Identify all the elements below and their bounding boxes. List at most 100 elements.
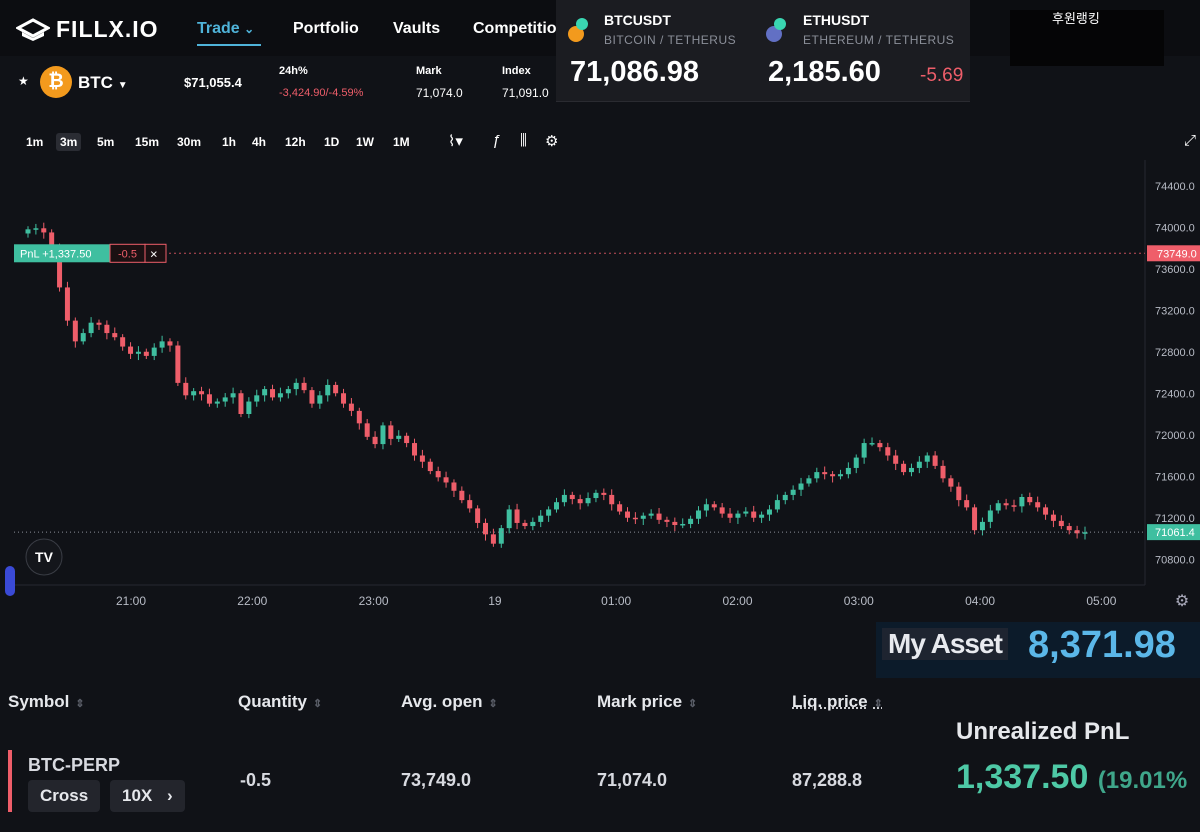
margin-mode-chip[interactable]: Cross [28,780,101,812]
candle-body [1019,497,1025,507]
x-tick-label: 23:00 [359,594,389,608]
qty-tag-label: -0.5 [118,248,137,260]
sort-icon[interactable]: ⇕ [688,698,698,710]
settings-gear-icon[interactable]: ⚙ [545,133,559,150]
th-avg-open: Avg. open ⇕ [401,692,498,712]
candle-body [790,489,796,495]
candle-body [538,515,544,522]
candle-body [222,397,228,402]
x-tick-label: 22:00 [237,594,267,608]
sort-icon[interactable]: ⇕ [75,698,85,710]
candle-body [964,500,970,508]
candle-body [167,341,173,346]
x-tick-label: 05:00 [1086,594,1116,608]
nav-trade[interactable]: Trade ⌄ [197,20,254,38]
market-selector[interactable]: BTC ▼ [78,73,128,93]
candles-icon[interactable]: ⫼ [520,132,527,149]
candle-body [64,287,70,321]
candle-body [648,513,654,516]
candle-body [96,322,102,325]
fullscreen-icon[interactable]: ⤢ [1184,132,1197,149]
tether-icon [576,18,588,30]
tf-5m[interactable]: 5m [97,135,115,149]
candles [25,222,1088,548]
candle-body [609,494,615,505]
tf-1h[interactable]: 1h [222,135,237,149]
th-liq-price: Liq. price ⇕ [792,692,883,712]
candle-body [719,507,725,514]
candle-body [1050,514,1056,521]
close-position-button [144,243,167,263]
price-chart[interactable]: 74400.0 74000.0 73600.0 73200.0 72800.0 72400… [0,160,1200,620]
th-symbol-label: Symbol [8,692,70,711]
x-tick-label: 04:00 [965,594,995,608]
side-panel-handle[interactable] [5,566,15,596]
candle-body [199,391,205,395]
candle-body [475,508,481,523]
candle-body [1066,526,1072,531]
candle-body [664,519,670,522]
nav-portfolio[interactable]: Portfolio [293,20,359,37]
market-symbol: BTC [78,73,113,92]
candle-body [104,324,110,334]
position-price-tag [1147,245,1200,262]
candle-body [908,467,914,473]
nav-competition[interactable]: Competitio [473,20,557,37]
tf-1M[interactable]: 1M [393,135,410,149]
x-tick-label: 19 [488,594,502,608]
y-tick-label: 73200.0 [1155,305,1195,317]
pos-avg-open: 73,749.0 [401,770,472,790]
pos-quantity: -0.5 [240,770,272,790]
candle-body [972,507,978,531]
unrealized-pnl-value: 1,337.50 [956,758,1089,796]
change-pct: -4.59% [328,87,364,99]
logo-text: FILLX.IO [56,16,159,42]
sort-icon[interactable]: ⇕ [488,698,498,710]
indicators-icon[interactable]: ƒ [492,132,501,149]
btc-ticker-price: 71,086.98 [570,56,700,88]
tf-30m[interactable]: 30m [177,135,202,149]
candle-body [498,528,504,544]
tf-3m[interactable]: 3m [56,133,82,151]
chart-type-icon[interactable]: ⌇▾ [448,133,463,150]
leverage-value: 10X [122,786,153,805]
pos-symbol[interactable]: BTC-PERP [28,755,121,775]
sponsor-ranking-label: 후원랭킹 [1052,11,1100,26]
chart-settings-icon[interactable]: ⚙ [1175,593,1189,610]
tf-1w[interactable]: 1W [356,135,374,149]
candle-body [885,447,891,456]
logo[interactable]: FILLX.IO [16,16,159,43]
favorite-star-icon[interactable]: ★ [18,74,29,88]
tf-1d[interactable]: 1D [324,135,340,149]
eth-ticker-pair: ETHEREUM / TETHERUS [803,33,955,47]
sort-icon[interactable]: ⇕ [873,698,883,710]
candle-body [1043,507,1049,515]
eth-ticker-symbol: ETHUSDT [803,12,870,28]
candle-body [656,513,662,520]
candle-body [412,443,418,456]
candle-body [435,471,441,478]
candle-body [735,513,741,518]
leverage-chip[interactable]: 10X › [110,780,185,812]
tf-12h[interactable]: 12h [285,135,306,149]
candle-body [459,490,465,501]
nav-vaults[interactable]: Vaults [393,20,441,37]
candle-body [774,500,780,510]
tf-15m[interactable]: 15m [135,135,160,149]
candle-body [112,333,118,338]
candle-body [987,510,993,522]
tf-1m[interactable]: 1m [26,135,44,149]
candle-body [49,232,55,248]
candle-body [727,513,733,518]
candle-body [191,391,197,396]
candle-body [672,521,678,526]
candle-body [901,463,907,473]
sort-icon[interactable]: ⇕ [312,698,323,710]
candle-body [711,504,717,508]
mark-value: 71,074.0 [416,86,463,100]
my-asset-label: My Asset [882,628,1008,660]
tradingview-logo: TV [25,538,63,576]
candle-body [214,401,220,404]
tf-4h[interactable]: 4h [252,135,267,149]
